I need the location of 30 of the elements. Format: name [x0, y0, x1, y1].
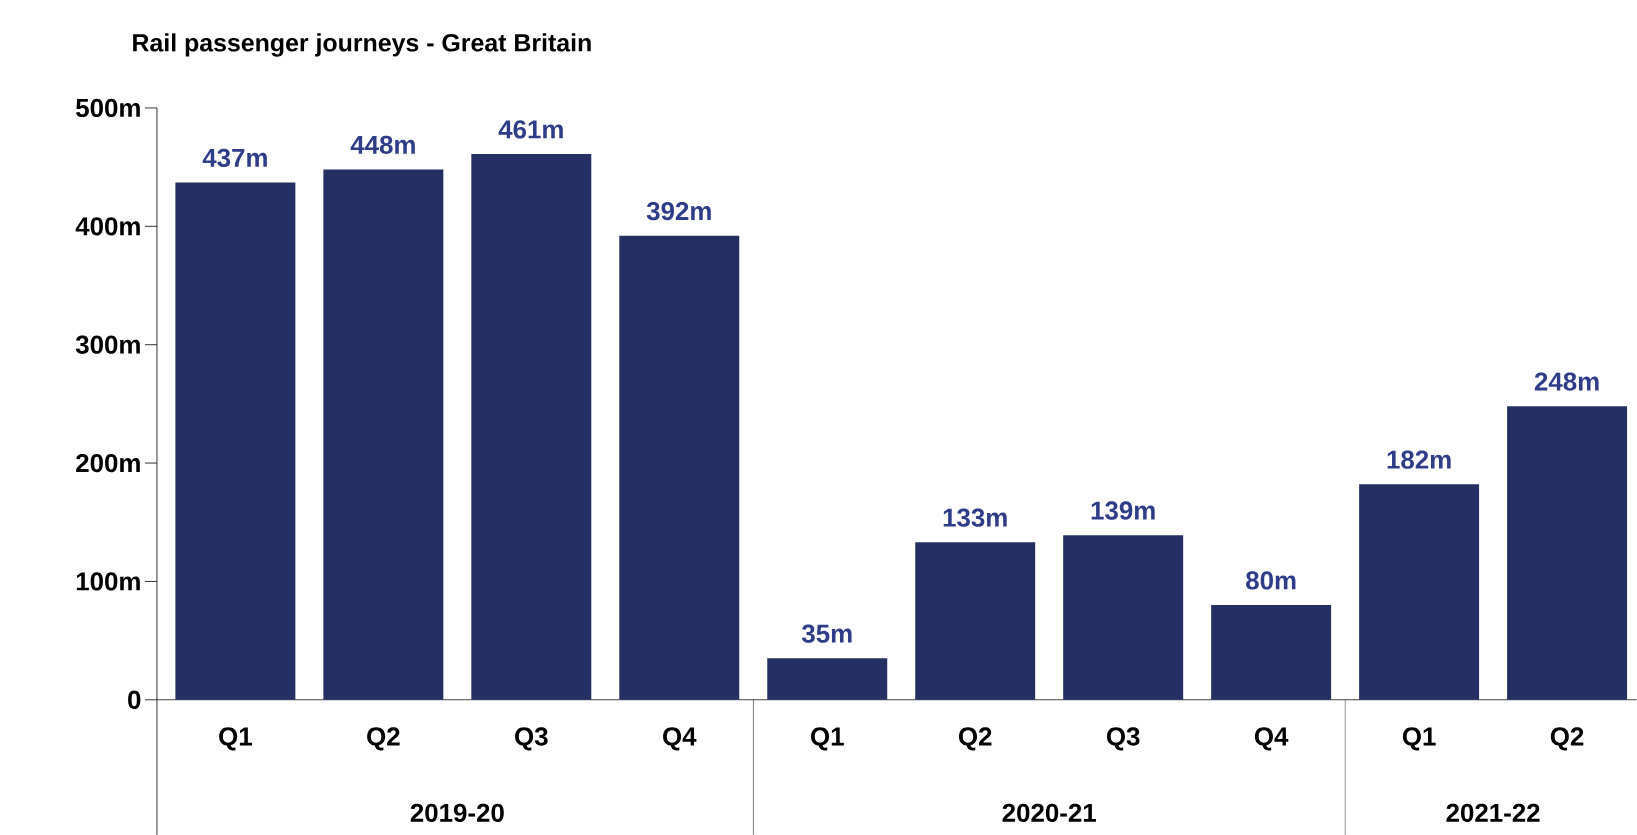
x-tick-label: Q2 — [1550, 727, 1584, 751]
x-tick-label: Q1 — [219, 727, 252, 751]
x-tick-label: Q1 — [811, 727, 844, 751]
x-tick-label: Q1 — [1402, 727, 1436, 751]
data-label: 248m — [1534, 372, 1599, 391]
data-label: 437m — [202, 148, 267, 167]
data-label: 80m — [1246, 571, 1296, 590]
y-tick-label: 0 — [128, 690, 141, 709]
y-tick-label: 200m — [76, 453, 140, 473]
data-label: 448m — [350, 135, 415, 154]
x-tick-label: Q4 — [663, 727, 697, 751]
chart-title: Rail passenger journeys - Great Britain — [133, 33, 591, 57]
data-label: 392m — [646, 201, 711, 221]
x-tick-label: Q4 — [1254, 727, 1289, 751]
y-tick-label: 500m — [76, 98, 140, 118]
data-label: 182m — [1387, 450, 1451, 469]
x-tick-label: Q3 — [1106, 727, 1140, 751]
y-tick-label: 300m — [75, 335, 140, 354]
text: 2021-22 — [1446, 803, 1540, 822]
data-label: 139m — [1091, 501, 1155, 520]
x-tick-label: Q2 — [959, 727, 992, 751]
data-label: 35m — [801, 624, 852, 643]
text: 2019-20 — [410, 803, 504, 822]
y-tick-label: 400m — [75, 217, 140, 236]
x-tick-label: Q2 — [367, 727, 400, 751]
x-tick-label: Q3 — [515, 727, 548, 751]
data-label: 133m — [943, 508, 1007, 527]
y-tick-label: 100m — [76, 572, 140, 591]
text: 2020-21 — [1002, 803, 1096, 822]
data-label: 461m — [498, 120, 563, 139]
